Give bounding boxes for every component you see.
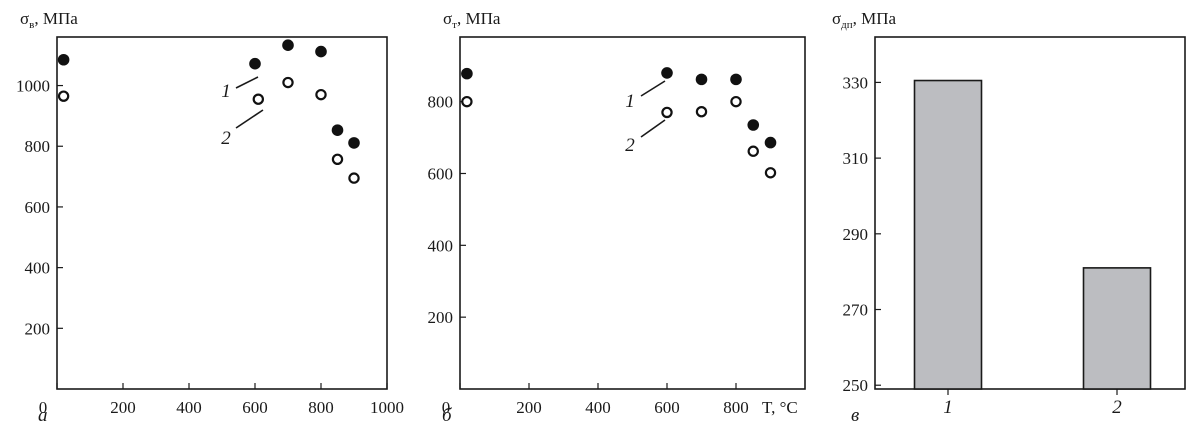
- data-point-open: [282, 76, 294, 89]
- y-axis-label-symbol: σ: [832, 9, 841, 28]
- y-tick-label: 600: [25, 198, 51, 217]
- y-axis-label-symbol: σ: [443, 9, 452, 28]
- data-point-filled: [282, 39, 294, 51]
- data-point-open: [747, 145, 759, 157]
- panel-label: а: [38, 405, 48, 426]
- x-tick-label: 400: [176, 398, 202, 417]
- data-point-open: [331, 153, 344, 165]
- series-label: 1: [221, 81, 231, 102]
- x-tick-label: 600: [242, 398, 268, 417]
- data-point-open: [461, 95, 473, 108]
- y-tick-label: 290: [843, 225, 869, 244]
- y-tick-label: 1000: [16, 77, 50, 96]
- data-point-open: [57, 90, 70, 102]
- x-axis-title: T, °C: [762, 398, 798, 417]
- y-axis-label: σдп, МПа: [832, 9, 897, 31]
- y-tick-label: 200: [428, 308, 454, 327]
- x-tick-label: 800: [723, 398, 749, 417]
- data-point-filled: [730, 73, 742, 86]
- x-tick-label: 800: [308, 398, 334, 417]
- data-point-filled: [348, 137, 360, 149]
- y-axis-label: σт, МПа: [443, 9, 501, 31]
- y-tick-label: 800: [25, 137, 51, 156]
- data-point-open: [695, 106, 708, 118]
- x-tick-label: 200: [516, 398, 542, 417]
- series-leader-line: [235, 109, 264, 129]
- y-axis-label-symbol: σ: [20, 9, 29, 28]
- x-tick-label: 1: [943, 397, 953, 418]
- data-point-filled: [461, 67, 473, 80]
- series-label: 2: [625, 135, 635, 156]
- series-label: 2: [221, 128, 231, 149]
- y-tick-label: 400: [25, 259, 51, 278]
- x-tick-label: 1000: [370, 398, 404, 417]
- y-axis-label-unit: , МПа: [34, 9, 78, 28]
- plot-frame: [874, 36, 1186, 390]
- data-point-open: [348, 172, 360, 184]
- y-axis-label-subscript: дп: [841, 19, 853, 31]
- data-point-open: [764, 167, 777, 179]
- series-leader-line: [235, 76, 259, 89]
- x-tick-label: 400: [585, 398, 611, 417]
- data-point-open: [252, 93, 264, 105]
- data-point-filled: [249, 57, 261, 70]
- y-axis-label-unit: , МПа: [853, 9, 897, 28]
- plot-frame: [459, 36, 806, 390]
- y-tick-label: 250: [843, 376, 869, 395]
- panel-label: в: [851, 405, 859, 426]
- series-leader-line: [640, 119, 666, 138]
- data-point-filled: [764, 136, 777, 149]
- y-tick-label: 400: [428, 236, 454, 255]
- y-axis-label-subscript: т: [452, 19, 457, 31]
- x-tick-label: 0: [442, 398, 451, 417]
- y-axis-label-unit: , МПа: [457, 9, 501, 28]
- y-tick-label: 200: [25, 319, 51, 338]
- x-tick-label: 600: [654, 398, 680, 417]
- y-tick-label: 330: [843, 73, 869, 92]
- data-point-filled: [331, 124, 344, 136]
- series-leader-line: [640, 80, 666, 97]
- y-tick-label: 600: [428, 164, 454, 183]
- y-tick-label: 800: [428, 93, 454, 112]
- bar: [1082, 267, 1152, 390]
- x-tick-label: 2: [1112, 397, 1122, 418]
- series-label: 1: [625, 91, 635, 112]
- data-point-filled: [661, 67, 673, 79]
- panel-label: б: [442, 405, 453, 426]
- x-tick-label: 200: [110, 398, 136, 417]
- y-axis-label: σв, МПа: [20, 9, 78, 31]
- y-axis-label-subscript: в: [29, 19, 34, 31]
- bar: [913, 79, 983, 390]
- data-point-open: [730, 95, 742, 108]
- y-tick-label: 310: [843, 149, 869, 168]
- data-point-open: [661, 106, 673, 119]
- x-tick-label: 0: [39, 398, 48, 417]
- data-point-filled: [57, 53, 70, 66]
- plot-frame: [56, 36, 388, 390]
- data-point-filled: [695, 73, 708, 86]
- y-tick-label: 270: [843, 301, 869, 320]
- data-point-open: [315, 88, 327, 101]
- data-point-filled: [747, 119, 760, 131]
- data-point-filled: [315, 45, 327, 58]
